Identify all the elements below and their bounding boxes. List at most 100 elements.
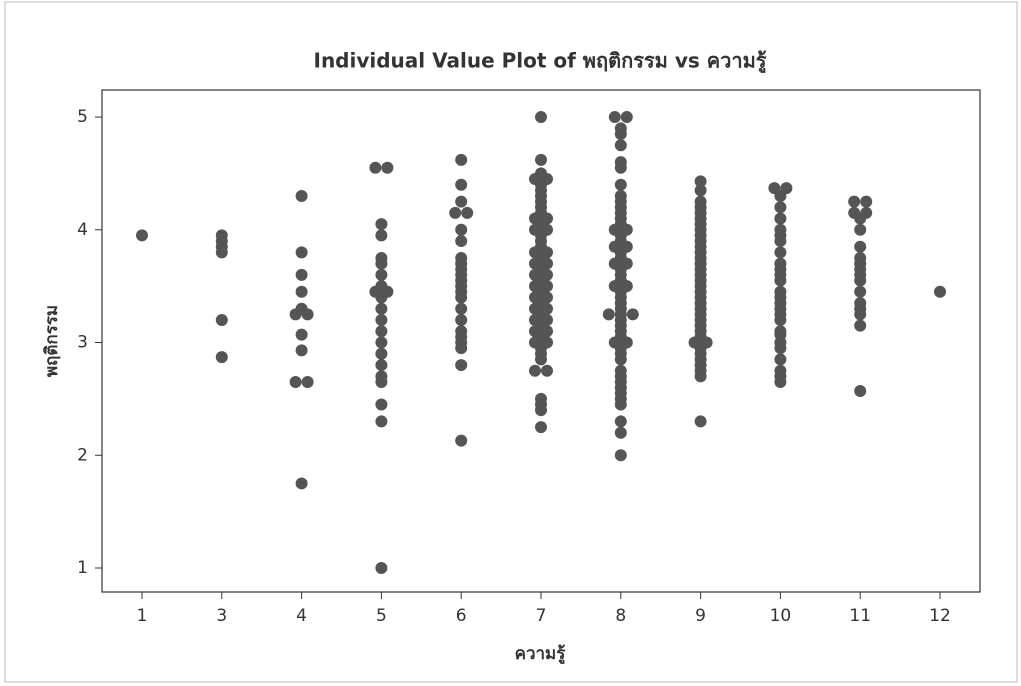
data-point [694, 415, 707, 428]
data-point [289, 375, 302, 388]
data-point [602, 308, 615, 321]
x-tick-label: 6 [456, 606, 467, 626]
data-point [375, 257, 388, 270]
data-point [455, 313, 468, 326]
data-point [694, 175, 707, 188]
y-tick-label: 3 [77, 333, 88, 353]
data-point [375, 398, 388, 411]
data-point [774, 313, 787, 326]
data-point [295, 328, 308, 341]
x-tick-label: 12 [929, 606, 951, 626]
frame [4, 1, 1018, 683]
data-point [614, 353, 627, 366]
y-tick-label: 1 [77, 558, 88, 578]
data-point [375, 302, 388, 315]
data-point [215, 246, 228, 259]
data-point [774, 189, 787, 202]
data-point [774, 235, 787, 248]
y-tick-label: 4 [77, 220, 88, 240]
data-point [461, 206, 474, 219]
x-tick-label: 1 [137, 606, 148, 626]
data-point [535, 353, 547, 366]
data-point [854, 240, 867, 253]
data-point [455, 291, 468, 304]
y-tick-label: 2 [77, 445, 88, 465]
data-point [854, 319, 867, 332]
x-tick-label: 11 [849, 606, 871, 626]
data-point [854, 212, 867, 225]
x-tick-label: 10 [770, 606, 792, 626]
data-point [529, 364, 541, 377]
data-point [301, 308, 314, 321]
data-point [614, 449, 627, 462]
data-point [860, 195, 873, 208]
data-point [774, 375, 787, 388]
data-point [295, 344, 308, 357]
data-point [381, 161, 394, 174]
data-point [375, 347, 388, 360]
data-point [774, 353, 787, 366]
data-point [626, 308, 639, 321]
data-point [614, 415, 627, 428]
data-point [301, 375, 314, 388]
data-point [694, 370, 707, 383]
data-point [295, 477, 308, 490]
data-point [289, 308, 302, 321]
x-tick-label: 4 [296, 606, 307, 626]
data-point [934, 285, 946, 298]
data-point [455, 434, 468, 447]
data-point [215, 351, 228, 364]
data-point [608, 111, 621, 124]
data-point [774, 342, 787, 355]
x-tick-label: 5 [376, 606, 387, 626]
data-point [375, 218, 388, 231]
y-tick-label: 5 [77, 107, 88, 127]
chart-title: Individual Value Plot of พฤติกรรม vs ควา… [314, 49, 767, 75]
data-point [774, 212, 787, 225]
data-point [854, 308, 867, 321]
data-point [295, 189, 308, 202]
data-point [535, 111, 547, 124]
data-point [375, 229, 388, 242]
data-point [369, 161, 382, 174]
data-point [614, 178, 627, 191]
data-point [535, 153, 547, 166]
data-point [455, 153, 468, 166]
data-point [455, 178, 468, 191]
data-point [614, 161, 627, 174]
data-point [375, 291, 388, 304]
data-point [375, 313, 388, 326]
data-point [854, 223, 867, 236]
data-point [375, 415, 388, 428]
data-point [774, 246, 787, 259]
data-point [455, 302, 468, 315]
data-point [614, 426, 627, 439]
data-point [614, 398, 627, 411]
data-point [455, 235, 468, 248]
data-point [848, 195, 861, 208]
data-point [614, 139, 627, 152]
data-point [854, 285, 867, 298]
data-point [375, 336, 388, 349]
x-tick-label: 8 [615, 606, 626, 626]
data-point [295, 268, 308, 281]
x-axis-label: ความรู้ [515, 644, 567, 665]
data-point [774, 201, 787, 214]
data-point [375, 325, 388, 338]
data-point [375, 359, 388, 372]
data-point [620, 111, 633, 124]
data-point [215, 313, 228, 326]
data-point [455, 195, 468, 208]
y-axis-label: พฤติกรรม [42, 305, 62, 377]
data-point [375, 268, 388, 281]
x-tick-label: 9 [695, 606, 706, 626]
x-tick-label: 3 [216, 606, 227, 626]
data-point [455, 342, 468, 355]
data-point [535, 404, 547, 417]
data-point [375, 375, 388, 388]
data-point [295, 246, 308, 259]
data-point [295, 285, 308, 298]
data-point [455, 359, 468, 372]
data-point [614, 127, 627, 140]
